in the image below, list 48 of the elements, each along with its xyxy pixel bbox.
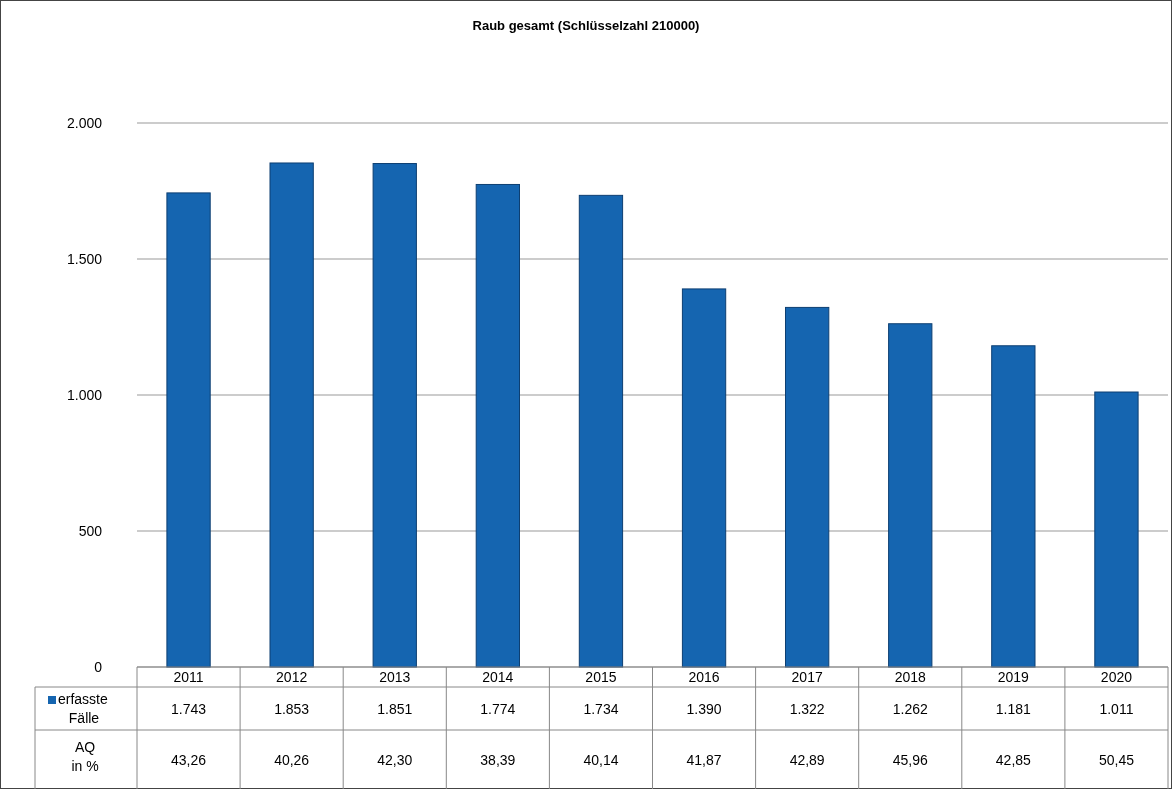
bar	[991, 345, 1036, 668]
data-label: 1.181	[995, 700, 1032, 717]
text: 43,26	[171, 751, 207, 768]
x-tick-label: 2017	[791, 669, 823, 685]
text: 40,26	[274, 751, 310, 768]
text: 45,96	[892, 751, 928, 768]
text: 50,45	[1098, 751, 1135, 768]
x-tick-label: 2016	[688, 669, 720, 685]
y-tick-label: 1.000	[66, 387, 103, 403]
data-label: 1.743	[171, 700, 207, 717]
bar	[269, 162, 314, 668]
y-tick-label: 0	[94, 659, 103, 675]
data-label: 1.011	[1099, 700, 1134, 717]
bar	[681, 288, 727, 668]
text: AQ in %	[71, 739, 99, 774]
x-tick-label: 2013	[379, 669, 411, 685]
bar	[578, 194, 624, 668]
data-label: 1.851	[377, 700, 413, 717]
bar	[475, 183, 520, 668]
x-tick-label: 2011	[173, 669, 204, 685]
legend-label: erfasste Fälle	[58, 691, 109, 726]
text: 42,85	[995, 751, 1032, 768]
bar	[166, 192, 211, 668]
text: 38,39	[480, 751, 516, 768]
data-label: 1.774	[480, 700, 516, 717]
bar	[785, 306, 830, 668]
text: 42,30	[377, 751, 413, 768]
x-tick-label: 2014	[482, 669, 514, 685]
bar	[888, 323, 933, 668]
text: 42,89	[789, 751, 825, 768]
x-tick-label: 2012	[276, 669, 308, 685]
data-label: 1.322	[789, 700, 825, 717]
data-label: 1.853	[274, 700, 310, 717]
x-tick-label: 2019	[997, 669, 1030, 685]
chart-title: Raub gesamt (Schlüsselzahl 210000)	[472, 18, 700, 33]
x-tick-label: 2020	[1100, 669, 1133, 685]
data-label: 1.734	[583, 700, 619, 717]
data-label: 1.390	[686, 700, 722, 717]
data-label: 1.262	[892, 700, 928, 717]
y-tick-label: 500	[78, 523, 103, 539]
text: 41,87	[686, 751, 722, 768]
y-tick-label: 2.000	[66, 115, 103, 131]
x-tick-label: 2018	[894, 669, 927, 685]
text: 40,14	[583, 751, 619, 768]
bar	[1094, 391, 1139, 668]
x-tick-label: 2015	[585, 669, 617, 685]
bar	[372, 163, 417, 668]
y-tick-label: 1.500	[66, 251, 103, 267]
